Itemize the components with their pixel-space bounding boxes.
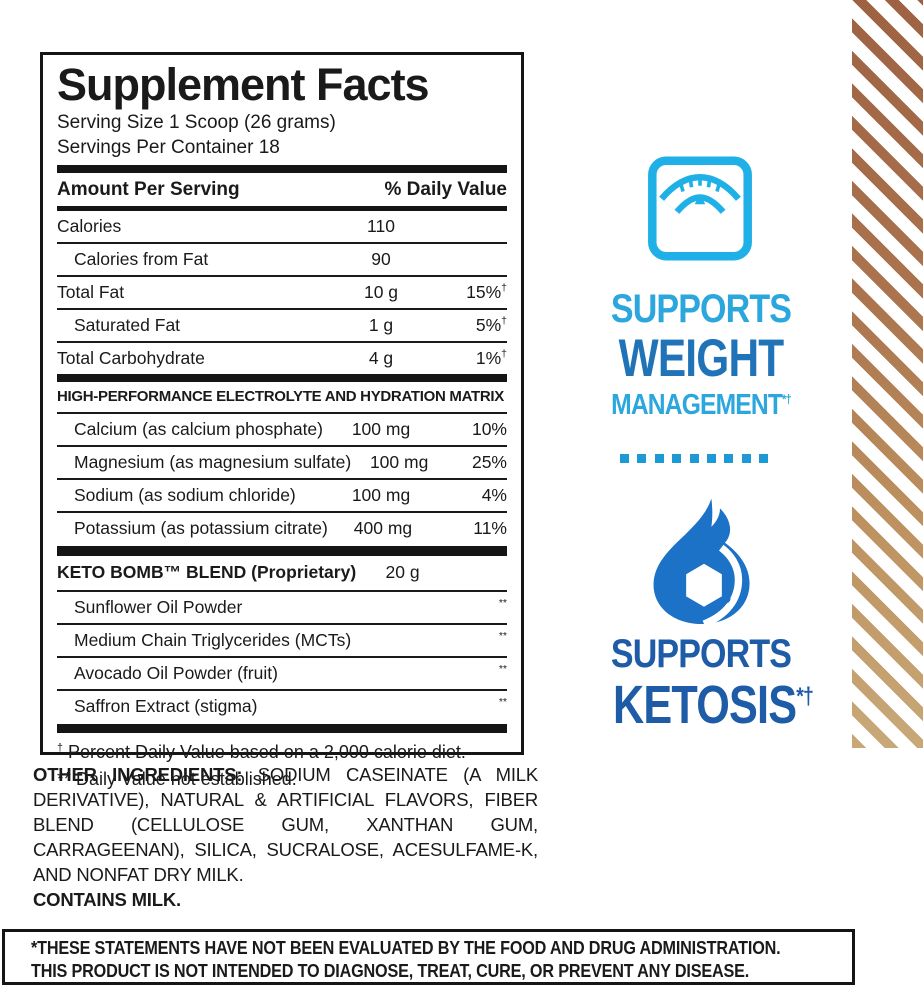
row-label: Sodium (as sodium chloride) [74,484,296,505]
row-dv: 1%† [475,347,507,368]
nutrient-row-potassium: Potassium (as potassium citrate) 400 mg … [57,510,507,544]
flame-hexagon-icon [653,498,750,628]
row-label: Calcium (as calcium phosphate) [74,418,323,439]
row-amount: 4 g [368,347,394,368]
row-dv: 11% [473,517,507,538]
blend-name: KETO BOMB™ BLEND (Proprietary) [57,562,357,583]
blend-row-avocado: Avocado Oil Powder (fruit) ** [57,655,507,689]
row-dv: 10% [471,418,507,439]
row-amount: 400 mg [353,517,413,538]
row-dv: ** [498,695,507,708]
dot [620,454,629,463]
divider-thick [57,164,507,173]
blend-row-mct: Medium Chain Triglycerides (MCTs) ** [57,622,507,656]
divider-medium [57,205,507,211]
dot [724,454,734,463]
divider-thick [57,545,507,556]
row-label: Magnesium (as magnesium sulfate) [74,451,352,472]
dot [654,454,664,463]
row-dv: 15%† [466,281,507,302]
divider-thick [57,723,507,733]
disclaimer-line-2: THIS PRODUCT IS NOT INTENDED TO DIAGNOSE… [31,961,750,981]
disclaimer-line-1: *THESE STATEMENTS HAVE NOT BEEN EVALUATE… [31,938,781,958]
dot [689,454,699,463]
fda-disclaimer: *THESE STATEMENTS HAVE NOT BEEN EVALUATE… [2,929,855,985]
supports-weight-management-text: SUPPORTS WEIGHT MANAGEMENT*† [591,289,811,420]
row-dv: 4% [481,484,507,505]
supports-word: SUPPORTS [610,287,792,331]
row-dv: ** [498,662,507,675]
row-label: Sunflower Oil Powder [74,596,243,617]
row-dv: 5%† [475,314,507,335]
dot [672,454,682,463]
divider-thick [57,373,507,382]
contains-statement: CONTAINS MILK. [33,889,181,910]
row-label: Saffron Extract (stigma) [74,695,258,716]
footnote-double-asterisk: ** Daily Value not established. [57,768,297,789]
other-ingredients: OTHER INGREDIENTS: SODIUM CASEINATE (A M… [33,762,538,912]
row-amount: 10 g [363,281,399,302]
supports-word: SUPPORTS [610,632,792,676]
serving-size: Serving Size 1 Scoop (26 grams) [57,111,336,133]
footnotes: † Percent Daily Value based on a 2,000 c… [57,733,507,793]
nutrient-row-magnesium: Magnesium (as magnesium sulfate) 100 mg … [57,444,507,478]
row-amount: 100 mg [369,451,429,472]
row-dv: ** [498,596,507,609]
row-amount: 20 g [385,562,420,583]
column-headers: Amount Per Serving % Daily Value [57,173,507,206]
other-ingredients-label: OTHER INGREDIENTS: [33,764,258,785]
dot [741,454,751,463]
nutrient-row-sodium: Sodium (as sodium chloride) 100 mg 4% [57,477,507,511]
weight-word: WEIGHT [618,329,785,388]
column-header-amount: Amount Per Serving [57,178,240,200]
row-label: Avocado Oil Powder (fruit) [74,662,278,683]
weight-scale-icon [648,156,752,261]
other-ingredients-body: SODIUM CASEINATE (A MILK DERIVATIVE), NA… [33,764,539,885]
nutrient-row-saturated-fat: Saturated Fat 1 g 5%† [57,307,507,341]
blend-row-sunflower: Sunflower Oil Powder ** [57,589,507,623]
column-header-dv: % Daily Value [384,178,507,200]
supports-ketosis-text: SUPPORTS KETOSIS*† [591,632,814,735]
nutrient-row-calories-from-fat: Calories from Fat 90 [57,241,507,275]
row-amount: 100 mg [351,484,411,505]
nutrient-row-calories: Calories 110 [57,211,507,242]
row-amount: 100 mg [351,418,411,439]
blend-header-row: KETO BOMB™ BLEND (Proprietary) 20 g [57,556,507,590]
row-amount: 110 [367,215,395,236]
dot [637,454,647,463]
row-amount: 1 g [368,314,394,335]
row-label: Calories [57,215,122,236]
dotted-divider [620,454,768,463]
facts-title: Supplement Facts [57,59,430,110]
row-label: Medium Chain Triglycerides (MCTs) [74,629,352,650]
management-word: MANAGEMENT*† [611,389,792,421]
row-label: Total Carbohydrate [57,347,205,368]
dot [759,454,768,463]
matrix-section-header: HIGH-PERFORMANCE ELECTROLYTE AND HYDRATI… [57,388,504,406]
nutrient-row-total-carbohydrate: Total Carbohydrate 4 g 1%† [57,340,507,374]
row-label: Saturated Fat [74,314,181,335]
row-label: Total Fat [57,281,125,302]
nutrient-row-total-fat: Total Fat 10 g 15%† [57,274,507,308]
row-label: Potassium (as potassium citrate) [74,517,328,538]
dot [706,454,716,463]
row-dv: ** [498,629,507,642]
footnote-dagger: † Percent Daily Value based on a 2,000 c… [57,741,466,762]
servings-per-container: Servings Per Container 18 [57,136,280,158]
row-label: Calories from Fat [74,248,209,269]
row-dv: 25% [471,451,507,472]
diagonal-stripe-pattern [852,0,923,748]
supplement-facts-panel: Supplement Facts Serving Size 1 Scoop (2… [40,52,524,789]
row-amount: 90 [371,248,391,269]
blend-row-saffron: Saffron Extract (stigma) ** [57,688,507,722]
ketosis-word: KETOSIS*† [613,675,814,735]
nutrient-row-calcium: Calcium (as calcium phosphate) 100 mg 10… [57,411,507,445]
